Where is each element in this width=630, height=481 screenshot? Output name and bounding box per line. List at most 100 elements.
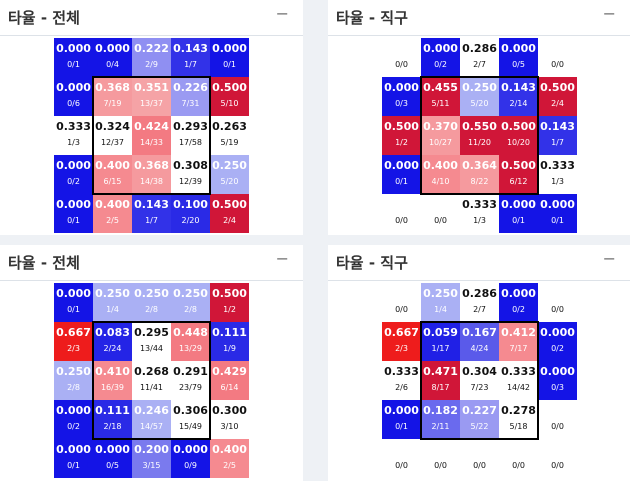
zone-hits-at-bats: 2/20 (181, 216, 200, 225)
panel-title: 타율 - 전체 (8, 254, 80, 272)
zone-cell: 0.000 0/1 (538, 194, 577, 233)
zone-cell: 0.000 0/4 (93, 38, 132, 77)
zone-batting-average: 0.364 (462, 159, 497, 172)
zone-batting-average: 0.143 (501, 81, 536, 94)
zone-hits-at-bats: 6/14 (220, 383, 239, 392)
zone-cell: 0.000 0/1 (54, 38, 93, 77)
zone-hits-at-bats: 6/15 (103, 177, 122, 186)
zone-cell: 0.059 1/17 (421, 322, 460, 361)
zone-batting-average: 0.351 (134, 81, 169, 94)
zone-cell: 0.306 15/49 (171, 400, 210, 439)
zone-hits-at-bats: 0/2 (512, 305, 525, 314)
zone-hits-at-bats: 7/17 (509, 344, 528, 353)
zone-cell: 0.000 0/3 (382, 77, 421, 116)
zone-cell: 0.000 0/3 (538, 361, 577, 400)
zone-cell: 0.000 0/2 (421, 38, 460, 77)
minimize-button[interactable]: − (602, 4, 616, 23)
zone-batting-average: 0.250 (134, 287, 169, 300)
zone-cell: 0.000 0/1 (54, 283, 93, 322)
zone-hits-at-bats: 0/0 (551, 60, 564, 69)
zone-batting-average: 0.424 (134, 120, 169, 133)
zone-batting-average: 0.000 (540, 365, 575, 378)
zone-batting-average: 0.100 (173, 198, 208, 211)
zone-cell: 0.111 1/9 (210, 322, 249, 361)
zone-batting-average: 0.000 (540, 326, 575, 339)
zone-hits-at-bats: 1/7 (551, 138, 564, 147)
zone-hits-at-bats: 12/39 (178, 177, 203, 186)
zone-hits-at-bats: 0/2 (67, 422, 80, 431)
heatmap-panel-overall-bottom: 타율 - 전체 − 0.000 0/1 0.250 1/4 0.250 2/8 0.250 2… (0, 245, 303, 481)
zone-batting-average: 0.250 (423, 287, 458, 300)
zone-cell: 0/0 (421, 194, 460, 233)
zone-cell: 0/0 (421, 439, 460, 478)
zone-batting-average: 0.304 (462, 365, 497, 378)
zone-batting-average: 0.000 (56, 287, 91, 300)
zone-batting-average: 0.306 (173, 404, 208, 417)
zone-hits-at-bats: 13/29 (178, 344, 203, 353)
zone-batting-average: 0.000 (501, 42, 536, 55)
zone-hits-at-bats: 14/42 (506, 383, 531, 392)
zone-hits-at-bats: 1/4 (434, 305, 447, 314)
minimize-button[interactable]: − (275, 249, 289, 268)
zone-batting-average: 0.182 (423, 404, 458, 417)
zone-hits-at-bats: 0/2 (434, 60, 447, 69)
zone-hits-at-bats: 0/0 (551, 305, 564, 314)
zone-cell: 0.333 1/3 (54, 116, 93, 155)
zone-batting-average: 0.111 (95, 404, 130, 417)
zone-batting-average: 0.500 (212, 287, 247, 300)
zone-batting-average: 0.000 (384, 81, 419, 94)
zone-hits-at-bats: 8/22 (470, 177, 489, 186)
zone-cell: 0.351 13/37 (132, 77, 171, 116)
zone-batting-average: 0.500 (501, 120, 536, 133)
zone-hits-at-bats: 1/2 (223, 305, 236, 314)
zone-hits-at-bats: 0/0 (395, 461, 408, 470)
zone-cell: 0.000 0/5 (499, 38, 538, 77)
zone-cell: 0.400 2/5 (93, 194, 132, 233)
zone-cell: 0.500 6/12 (499, 155, 538, 194)
zone-heatmap-grid: 0.000 0/1 0.000 0/4 0.222 2/9 0.143 1/7 0.000 0/1… (54, 38, 249, 233)
zone-hits-at-bats: 1/17 (431, 344, 450, 353)
minimize-button[interactable]: − (602, 249, 616, 268)
zone-cell: 0.250 2/8 (54, 361, 93, 400)
zone-hits-at-bats: 5/18 (509, 422, 528, 431)
zone-batting-average: 0.000 (384, 404, 419, 417)
zone-batting-average: 0.000 (501, 198, 536, 211)
zone-cell: 0.500 1/2 (210, 283, 249, 322)
zone-hits-at-bats: 16/39 (100, 383, 125, 392)
zone-batting-average: 0.550 (462, 120, 497, 133)
zone-cell: 0.222 2/9 (132, 38, 171, 77)
zone-hits-at-bats: 1/2 (395, 138, 408, 147)
zone-hits-at-bats: 0/1 (223, 60, 236, 69)
zone-cell: 0.000 0/2 (499, 283, 538, 322)
zone-cell: 0.368 7/19 (93, 77, 132, 116)
zone-hits-at-bats: 0/0 (551, 422, 564, 431)
zone-cell: 0.226 7/31 (171, 77, 210, 116)
zone-cell: 0.000 0/5 (93, 439, 132, 478)
zone-hits-at-bats: 2/7 (473, 305, 486, 314)
minimize-button[interactable]: − (275, 4, 289, 23)
zone-cell: 0.111 2/18 (93, 400, 132, 439)
zone-cell: 0/0 (382, 38, 421, 77)
zone-hits-at-bats: 0/0 (395, 216, 408, 225)
panel-title: 타율 - 직구 (336, 9, 408, 27)
zone-hits-at-bats: 2/18 (103, 422, 122, 431)
zone-hits-at-bats: 11/41 (139, 383, 164, 392)
zone-hits-at-bats: 1/3 (551, 177, 564, 186)
zone-cell: 0.286 2/7 (460, 283, 499, 322)
zone-hits-at-bats: 3/10 (220, 422, 239, 431)
zone-cell: 0.246 14/57 (132, 400, 171, 439)
zone-hits-at-bats: 4/10 (431, 177, 450, 186)
zone-hits-at-bats: 2/6 (395, 383, 408, 392)
zone-batting-average: 0.167 (462, 326, 497, 339)
panel-header: 타율 - 직구 − (328, 0, 630, 36)
zone-cell: 0.000 0/1 (210, 38, 249, 77)
zone-cell: 0.000 0/2 (54, 400, 93, 439)
zone-cell: 0.364 8/22 (460, 155, 499, 194)
zone-cell: 0.250 2/8 (132, 283, 171, 322)
zone-batting-average: 0.000 (95, 42, 130, 55)
zone-hits-at-bats: 4/24 (470, 344, 489, 353)
zone-hits-at-bats: 3/15 (142, 461, 161, 470)
zone-batting-average: 0.368 (95, 81, 130, 94)
heatmap-panel-overall-top: 타율 - 전체 − 0.000 0/1 0.000 0/4 0.222 2/9 0.143 1… (0, 0, 303, 235)
zone-cell: 0.000 0/2 (54, 155, 93, 194)
